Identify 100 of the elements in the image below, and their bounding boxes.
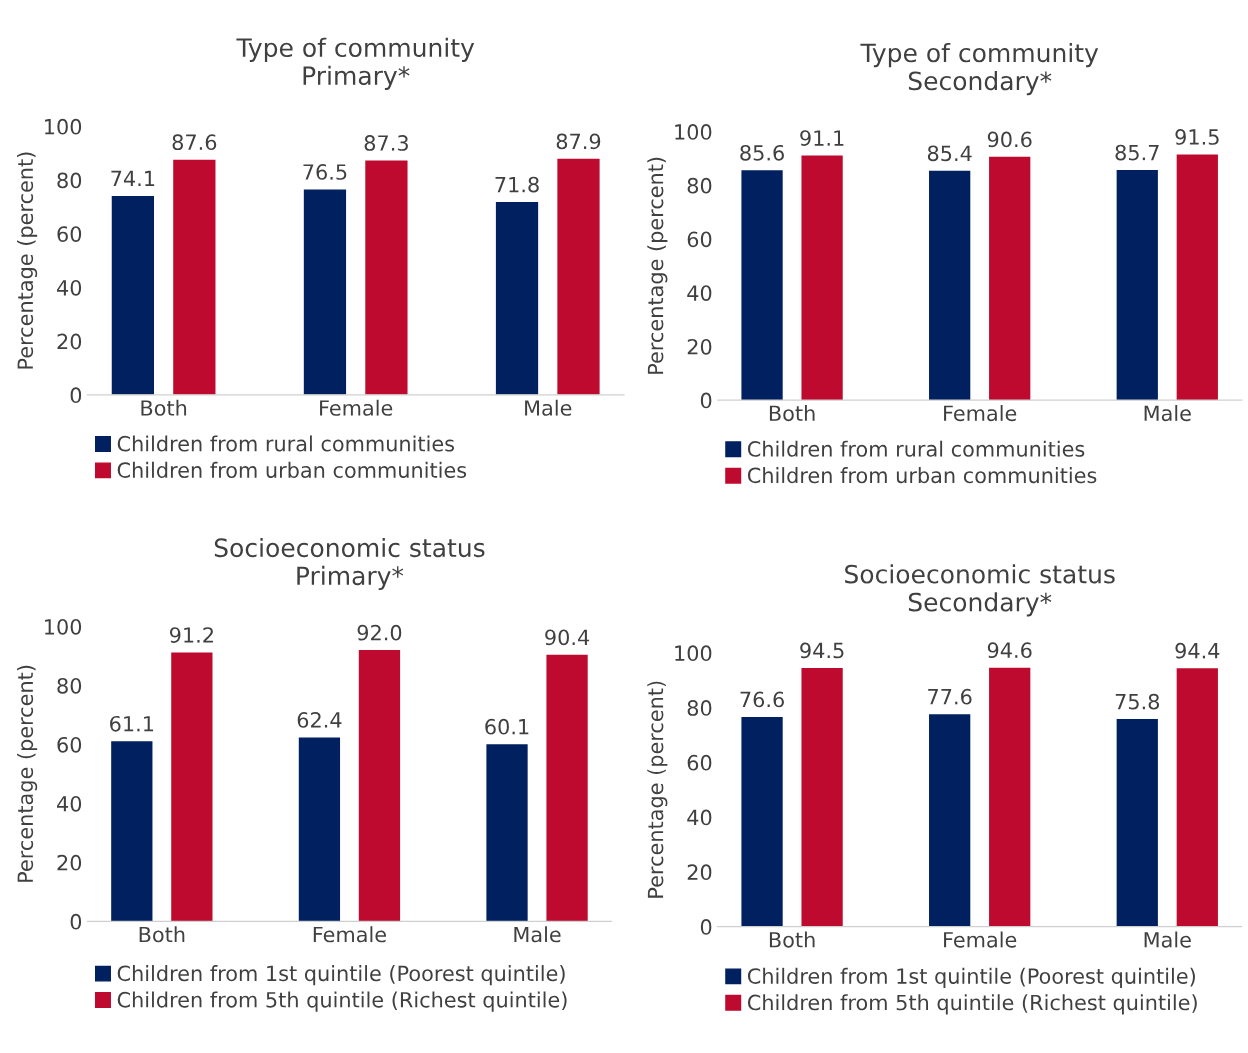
legend-label: Children from 1st quintile (Poorest quintile)	[747, 967, 1195, 988]
y-tick-label: 40	[687, 285, 712, 301]
x-tick-label: Female	[944, 931, 1017, 948]
data-label: 76.6	[740, 691, 784, 708]
y-tick-label: 100	[675, 124, 712, 140]
data-label: 62.4	[297, 712, 342, 728]
data-label: 87.6	[172, 134, 217, 151]
y-tick-label: 20	[57, 854, 82, 871]
y-tick-label: 0	[700, 919, 712, 935]
data-label: 85.6	[740, 144, 784, 161]
bar	[989, 667, 1031, 927]
bar	[1176, 154, 1218, 401]
y-axis-title: Percentage (percent)	[17, 665, 38, 882]
bar	[298, 737, 341, 922]
bar	[557, 158, 600, 395]
data-label: 94.6	[987, 642, 1032, 659]
y-tick-label: 80	[687, 177, 712, 194]
data-label: 76.5	[303, 164, 347, 180]
x-tick-label: Female	[320, 399, 393, 416]
legend-label: Children from 5th quintile (Richest quintile)	[747, 994, 1197, 1015]
legend-label: Children from urban communities	[117, 461, 467, 478]
bar	[801, 667, 843, 927]
x-tick-label: Male	[525, 399, 572, 416]
data-label: 77.6	[928, 688, 972, 705]
y-axis-title: Percentage (percent)	[17, 152, 38, 369]
y-tick-label: 60	[57, 736, 82, 753]
bar	[111, 741, 153, 922]
data-label: 85.7	[1115, 144, 1159, 161]
x-tick-label: Both	[139, 926, 185, 943]
y-tick-label: 20	[687, 864, 712, 881]
data-label: 87.9	[556, 133, 601, 150]
bar	[1176, 668, 1218, 927]
bar	[741, 716, 783, 927]
y-tick-label: 100	[675, 645, 712, 662]
data-label: 87.3	[364, 135, 408, 151]
bar	[546, 654, 588, 922]
y-tick-label: 60	[687, 754, 712, 771]
y-tick-label: 80	[57, 677, 82, 694]
y-tick-label: 20	[57, 333, 82, 350]
data-label: 92.0	[357, 624, 402, 641]
data-label: 94.4	[1175, 642, 1220, 659]
x-tick-label: Both	[141, 399, 187, 416]
x-tick-label: Male	[1144, 405, 1191, 422]
chart-title: Socioeconomic status Primary*	[214, 537, 485, 591]
bar	[171, 652, 213, 922]
legend-label: Children from 5th quintile (Richest quintile)	[117, 991, 567, 1012]
x-tick-label: Both	[769, 405, 815, 422]
data-label: 74.1	[111, 170, 155, 187]
bar	[801, 155, 843, 401]
bar	[1116, 719, 1158, 927]
y-tick-label: 0	[70, 913, 82, 930]
data-label: 91.2	[169, 627, 213, 643]
bar	[989, 156, 1031, 401]
bar	[486, 744, 528, 922]
bar	[173, 159, 216, 395]
legend-label: Children from urban communities	[747, 467, 1097, 484]
bar	[741, 170, 783, 401]
bar	[929, 714, 971, 927]
data-label: 90.6	[987, 131, 1032, 148]
y-tick-label: 80	[57, 172, 82, 189]
legend-label: Children from 1st quintile (Poorest quintile)	[117, 965, 565, 986]
data-label: 85.4	[927, 145, 972, 162]
y-tick-label: 100	[45, 118, 82, 135]
y-tick-label: 100	[45, 618, 82, 635]
y-tick-label: 40	[687, 809, 712, 826]
y-tick-label: 80	[687, 700, 712, 716]
x-tick-label: Female	[313, 926, 386, 943]
data-label: 75.8	[1115, 693, 1160, 710]
bar	[365, 160, 408, 395]
x-tick-label: Female	[944, 405, 1017, 422]
chart-title: Type of community Primary*	[236, 37, 475, 90]
y-tick-label: 40	[57, 795, 82, 812]
data-label: 90.4	[545, 629, 590, 646]
x-tick-label: Male	[514, 926, 561, 943]
data-label: 71.8	[495, 176, 539, 193]
y-tick-label: 60	[57, 226, 82, 242]
data-label: 61.1	[110, 715, 154, 732]
data-label: 94.5	[800, 642, 844, 659]
y-tick-label: 0	[70, 387, 82, 404]
x-tick-label: Both	[769, 931, 815, 948]
chart-title: Type of community Secondary*	[860, 42, 1099, 96]
y-axis-title: Percentage (percent)	[647, 157, 668, 374]
legend-label: Children from rural communities	[747, 440, 1085, 457]
legend-label: Children from rural communities	[117, 435, 455, 452]
bar	[929, 170, 971, 401]
data-label: 91.1	[800, 130, 844, 146]
chart-title: Socioeconomic status Secondary*	[845, 564, 1115, 617]
y-tick-label: 20	[687, 338, 712, 355]
bar	[111, 195, 155, 395]
data-label: 91.5	[1175, 129, 1219, 145]
bar	[1116, 170, 1158, 401]
x-tick-label: Male	[1144, 931, 1191, 948]
y-tick-label: 40	[57, 279, 82, 296]
data-label: 60.1	[485, 718, 529, 735]
y-tick-label: 60	[687, 231, 712, 248]
bar	[358, 650, 401, 922]
y-axis-title: Percentage (percent)	[647, 681, 668, 898]
bar	[495, 202, 539, 395]
y-tick-label: 0	[700, 392, 712, 409]
bar	[303, 189, 347, 395]
